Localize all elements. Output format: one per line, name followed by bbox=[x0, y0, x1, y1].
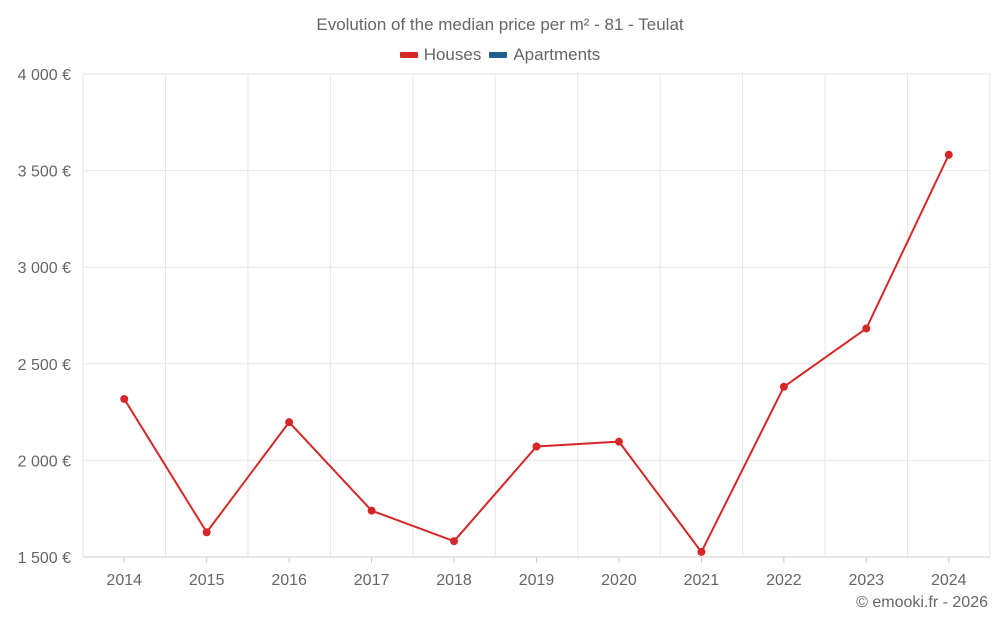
y-tick-label: 3 000 € bbox=[18, 260, 71, 277]
axes: 1 500 € 2 000 € 2 500 € 3 000 € 3 500 € 4 000… bbox=[18, 67, 990, 589]
legend-swatch-houses bbox=[399, 52, 418, 58]
legend-swatch-apartments bbox=[489, 52, 508, 58]
data-point-houses-2021[interactable] bbox=[697, 547, 706, 556]
data-point-houses-2022[interactable] bbox=[779, 382, 788, 391]
data-point-houses-2019[interactable] bbox=[532, 442, 541, 451]
data-point-houses-2024[interactable] bbox=[944, 150, 953, 159]
x-tick-label: 2023 bbox=[849, 572, 885, 589]
data-point-houses-2017[interactable] bbox=[367, 506, 376, 515]
x-tick-label: 2021 bbox=[684, 572, 720, 589]
x-tick-label: 2020 bbox=[601, 572, 637, 589]
data-point-houses-2023[interactable] bbox=[862, 324, 871, 333]
y-tick-label: 1 500 € bbox=[18, 550, 71, 567]
y-tick-label: 4 000 € bbox=[18, 67, 71, 84]
x-tick-label: 2017 bbox=[354, 572, 390, 589]
y-tick-label: 2 000 € bbox=[18, 453, 71, 470]
x-tick-label: 2018 bbox=[436, 572, 472, 589]
credit-text: © emooki.fr - 2026 bbox=[856, 594, 988, 611]
x-tick-label: 2016 bbox=[271, 572, 307, 589]
data-point-houses-2018[interactable] bbox=[450, 537, 459, 546]
x-tick-label: 2015 bbox=[189, 572, 225, 589]
data-points bbox=[120, 150, 953, 556]
data-point-houses-2014[interactable] bbox=[120, 394, 129, 403]
x-tick-label: 2019 bbox=[519, 572, 555, 589]
data-point-houses-2015[interactable] bbox=[202, 528, 211, 537]
legend: Houses Apartments bbox=[0, 45, 1000, 65]
y-tick-label: 2 500 € bbox=[18, 357, 71, 374]
grid-lines bbox=[82, 73, 991, 557]
legend-label-houses: Houses bbox=[423, 45, 482, 64]
x-tick-label: 2022 bbox=[766, 572, 802, 589]
data-point-houses-2016[interactable] bbox=[285, 418, 294, 427]
legend-item-apartments[interactable]: Apartments bbox=[489, 45, 600, 65]
data-point-houses-2020[interactable] bbox=[614, 437, 623, 446]
legend-item-houses[interactable]: Houses bbox=[399, 45, 482, 65]
y-tick-label: 3 500 € bbox=[18, 164, 71, 181]
legend-label-apartments: Apartments bbox=[513, 45, 601, 64]
chart-title: Evolution of the median price per m² - 8… bbox=[316, 15, 684, 34]
x-tick-label: 2014 bbox=[106, 572, 142, 589]
x-tick-label: 2024 bbox=[931, 572, 967, 589]
